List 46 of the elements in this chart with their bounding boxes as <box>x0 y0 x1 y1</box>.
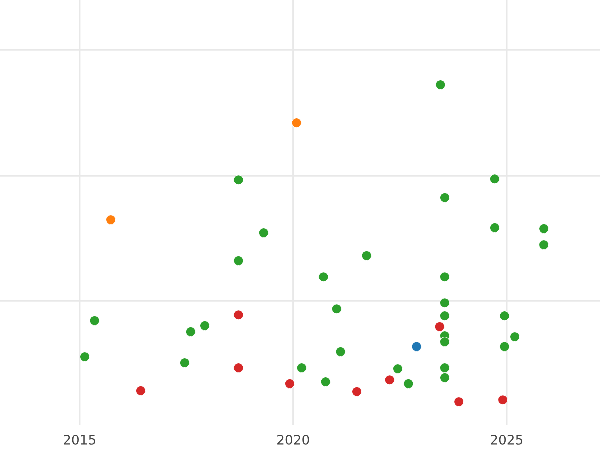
point <box>434 322 445 332</box>
point <box>392 364 404 374</box>
point <box>538 224 550 234</box>
point <box>90 316 100 326</box>
x-tick-label: 2025 <box>491 434 523 445</box>
point <box>234 256 244 266</box>
point <box>80 352 90 362</box>
point <box>106 214 116 226</box>
point <box>200 320 210 332</box>
point <box>500 342 510 352</box>
x-tick-label: 2020 <box>278 434 310 445</box>
point <box>436 80 446 90</box>
point <box>454 396 464 408</box>
point <box>258 228 270 238</box>
x-tick-label: 2015 <box>64 434 96 445</box>
point <box>234 362 244 374</box>
point <box>490 222 500 234</box>
point <box>234 310 244 320</box>
point <box>186 326 196 338</box>
point <box>318 272 329 282</box>
point <box>490 174 500 184</box>
point <box>320 376 331 388</box>
point <box>362 250 372 261</box>
point <box>284 378 296 390</box>
point <box>292 118 302 128</box>
point <box>440 272 450 282</box>
point <box>404 378 414 390</box>
point <box>180 358 190 368</box>
point <box>384 375 395 386</box>
point <box>234 175 244 186</box>
point <box>440 192 450 203</box>
point <box>136 386 146 396</box>
point <box>440 298 450 308</box>
point <box>498 395 508 406</box>
point <box>500 311 510 322</box>
point <box>296 362 308 374</box>
point <box>440 372 450 383</box>
point <box>440 336 450 348</box>
point <box>332 304 342 314</box>
point <box>440 311 450 322</box>
point <box>538 240 550 250</box>
point <box>440 362 450 374</box>
point <box>510 332 520 342</box>
point <box>352 386 362 397</box>
point <box>412 342 422 352</box>
point <box>336 346 346 358</box>
